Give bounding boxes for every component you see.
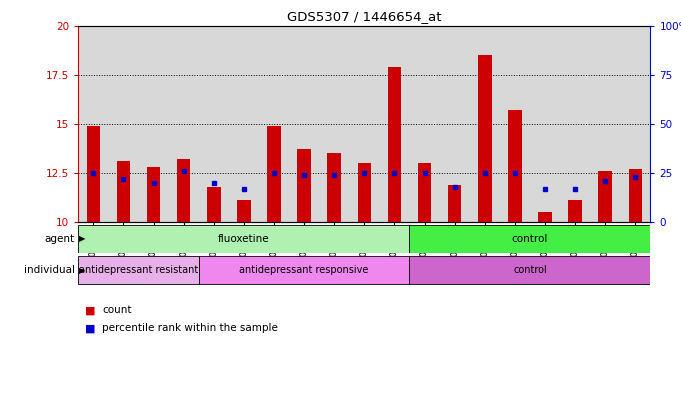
Bar: [478, 55, 492, 222]
Bar: [237, 200, 251, 222]
Bar: [620, 26, 650, 222]
Bar: [569, 200, 582, 222]
Text: control: control: [511, 234, 548, 244]
Bar: [500, 26, 530, 222]
Bar: [147, 167, 160, 222]
Bar: [590, 26, 620, 222]
Bar: [417, 163, 431, 222]
Bar: [448, 185, 462, 222]
Text: individual: individual: [24, 265, 75, 275]
Bar: [78, 256, 199, 285]
Text: ▶: ▶: [79, 266, 86, 275]
Text: antidepressant responsive: antidepressant responsive: [240, 265, 369, 275]
Bar: [328, 153, 341, 222]
Bar: [508, 110, 522, 222]
Text: fluoxetine: fluoxetine: [218, 234, 270, 244]
Bar: [530, 26, 560, 222]
Bar: [78, 26, 108, 222]
Bar: [199, 26, 229, 222]
Bar: [538, 212, 552, 222]
Title: GDS5307 / 1446654_at: GDS5307 / 1446654_at: [287, 10, 441, 23]
Bar: [298, 149, 311, 222]
Text: ▶: ▶: [79, 234, 86, 243]
Bar: [177, 159, 191, 222]
Text: percentile rank within the sample: percentile rank within the sample: [102, 323, 278, 333]
Text: antidepressant resistant: antidepressant resistant: [79, 265, 198, 275]
Text: count: count: [102, 305, 131, 316]
Bar: [470, 26, 500, 222]
Text: agent: agent: [45, 234, 75, 244]
Bar: [78, 225, 409, 253]
Bar: [358, 163, 371, 222]
Bar: [599, 171, 612, 222]
Bar: [108, 26, 138, 222]
Bar: [199, 256, 409, 285]
Text: ■: ■: [85, 305, 95, 316]
Bar: [319, 26, 349, 222]
Text: ■: ■: [85, 323, 95, 333]
Bar: [440, 26, 470, 222]
Bar: [349, 26, 379, 222]
Bar: [289, 26, 319, 222]
Bar: [259, 26, 289, 222]
Bar: [409, 26, 440, 222]
Bar: [267, 126, 281, 222]
Text: control: control: [513, 265, 547, 275]
Bar: [86, 126, 100, 222]
Bar: [116, 161, 130, 222]
Bar: [138, 26, 169, 222]
Bar: [560, 26, 590, 222]
Bar: [379, 26, 409, 222]
Bar: [169, 26, 199, 222]
Bar: [229, 26, 259, 222]
Bar: [409, 225, 650, 253]
Bar: [629, 169, 642, 222]
Bar: [387, 67, 401, 222]
Bar: [409, 256, 650, 285]
Bar: [207, 187, 221, 222]
